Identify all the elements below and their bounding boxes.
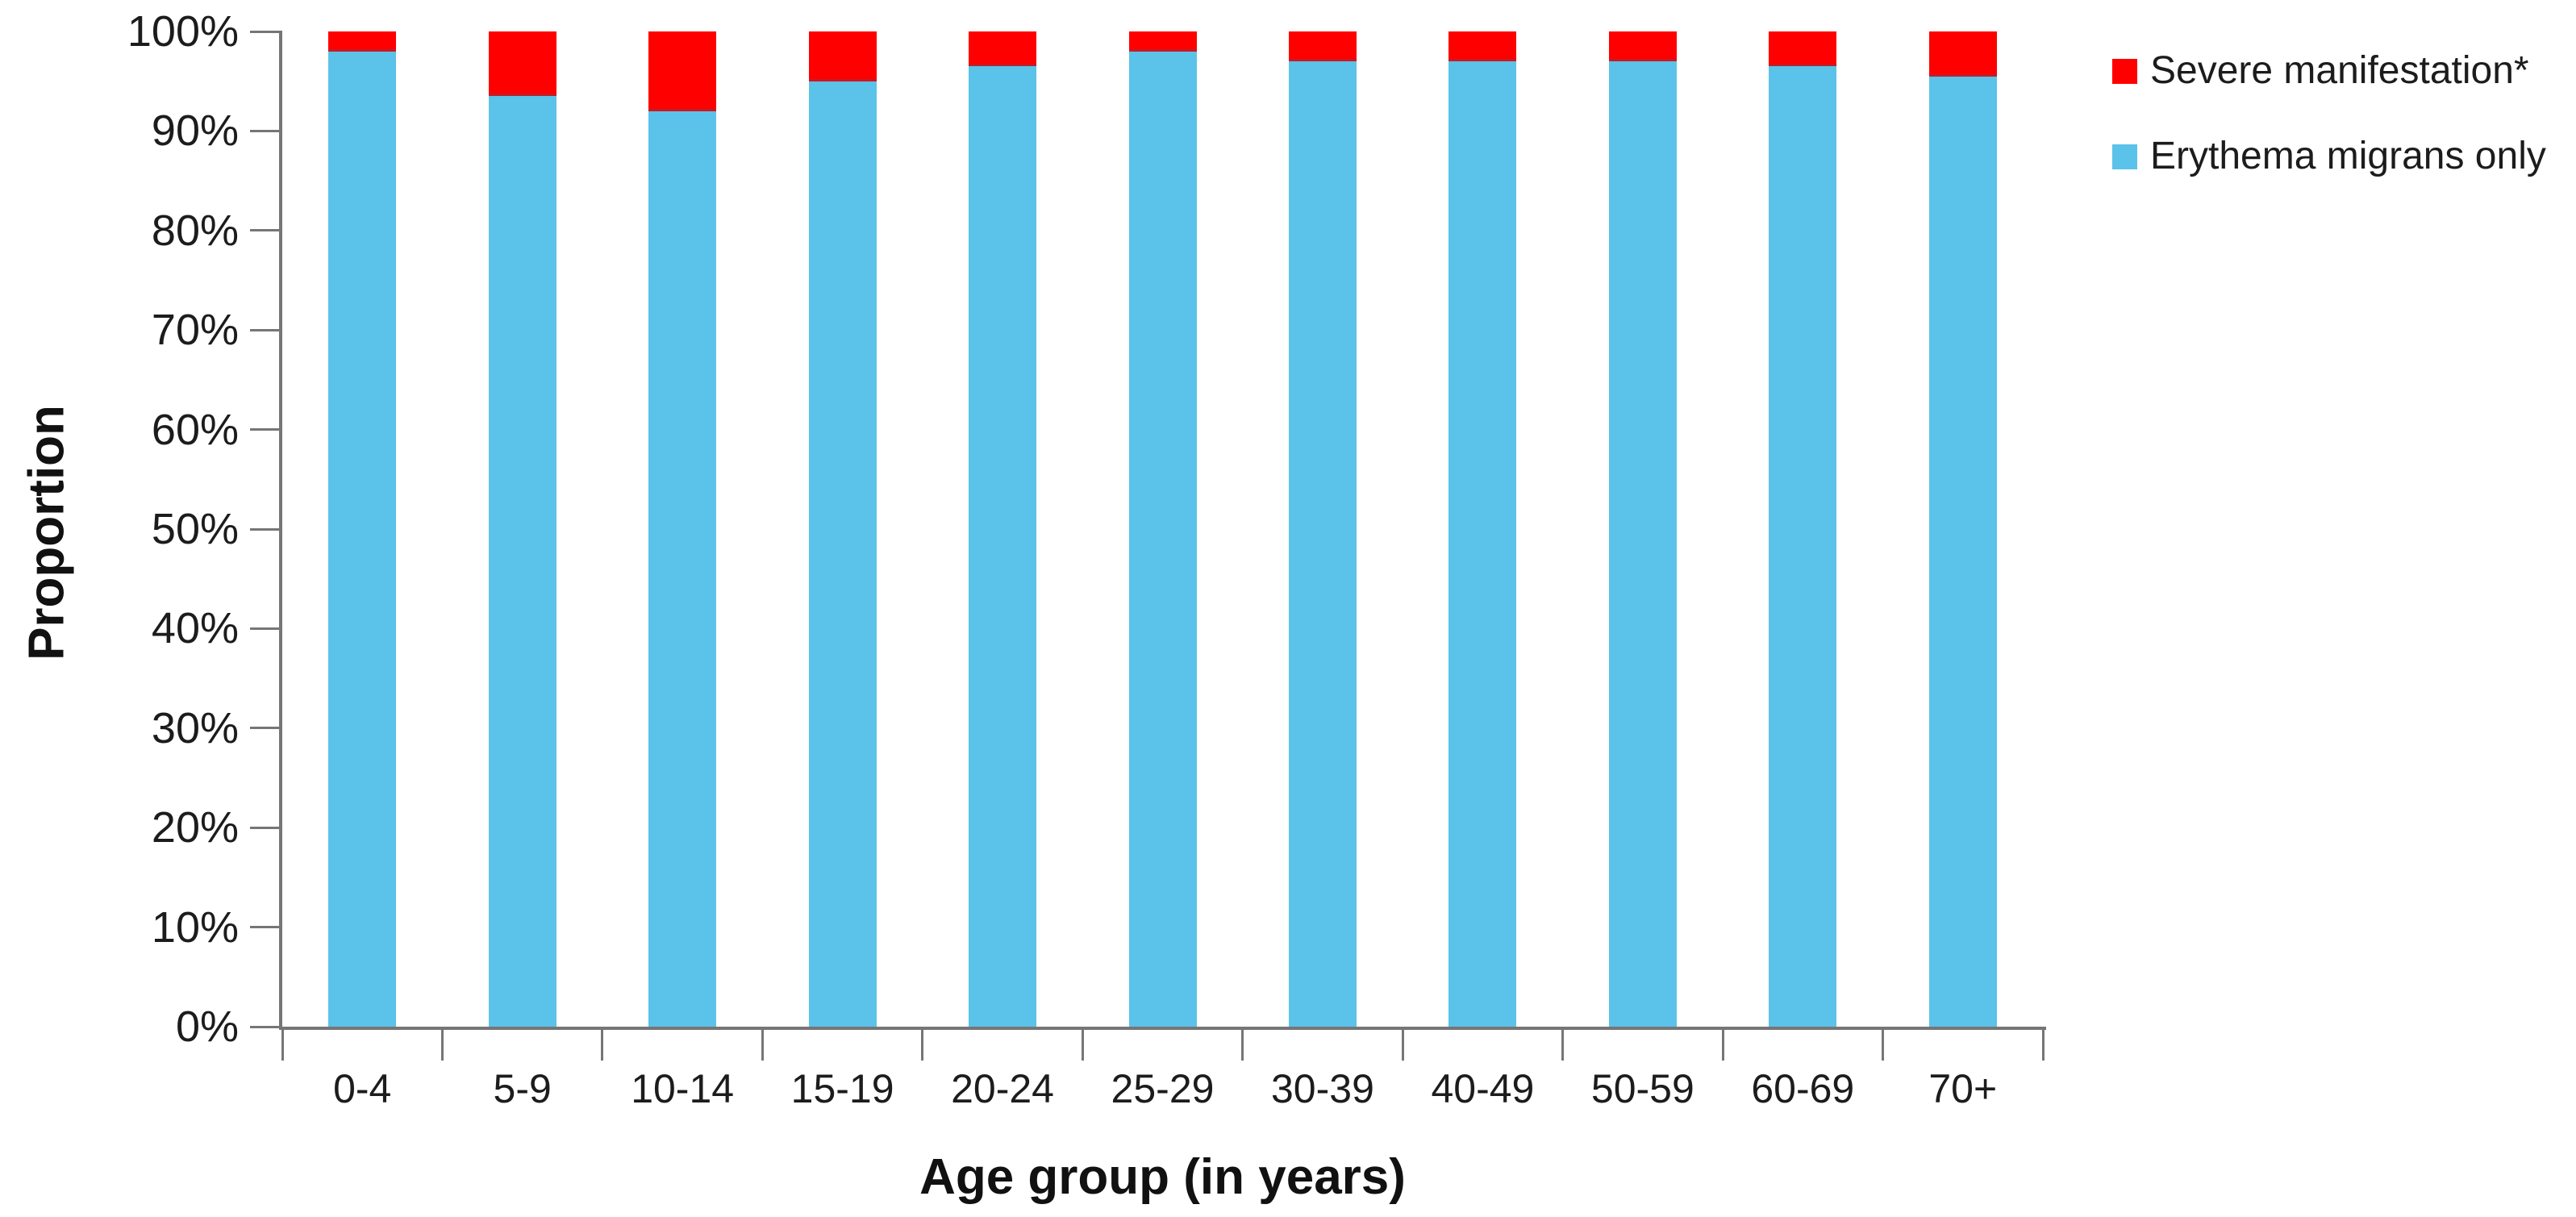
y-axis-tick	[250, 926, 282, 929]
legend-item-label: Erythema migrans only	[2150, 135, 2546, 177]
bar-segment-erythema	[1128, 51, 1197, 1027]
bar-segment-erythema	[969, 66, 1037, 1027]
x-axis-tick-label: 30-39	[1271, 1066, 1374, 1111]
y-axis-tick	[250, 727, 282, 730]
x-axis-tick-label: 70+	[1928, 1066, 1998, 1111]
x-axis-tick	[921, 1030, 924, 1061]
stacked-bar	[1769, 31, 1837, 1027]
x-axis-tick	[1561, 1030, 1565, 1061]
bar-segment-erythema	[1769, 66, 1837, 1027]
x-axis-tick-label: 15-19	[790, 1066, 894, 1111]
x-axis-tick-label: 25-29	[1111, 1066, 1215, 1111]
bar-segment-severe	[328, 31, 397, 52]
x-axis-tick-label: 5-9	[493, 1066, 552, 1111]
y-axis-tick-label: 0%	[175, 1002, 239, 1051]
bar-segment-severe	[1608, 31, 1677, 62]
legend-item: Severe manifestation*	[2112, 50, 2546, 92]
y-axis-tick	[250, 627, 282, 630]
stacked-bar	[328, 31, 397, 1027]
x-axis-tick-label: 0-4	[333, 1066, 392, 1111]
x-axis-tick	[601, 1030, 604, 1061]
plot-area	[282, 31, 2043, 1027]
y-axis-tick-label: 60%	[151, 405, 239, 454]
y-axis-tick-label: 10%	[151, 902, 239, 952]
stacked-bar	[1928, 31, 1997, 1027]
x-axis-tick-label: 20-24	[951, 1066, 1054, 1111]
y-axis-tick-label: 70%	[151, 306, 239, 355]
bar-segment-erythema	[488, 96, 556, 1027]
bar-segment-severe	[1448, 31, 1517, 62]
bar-segment-severe	[1769, 31, 1837, 67]
x-axis-tick-label: 10-14	[631, 1066, 735, 1111]
x-axis-tick	[1401, 1030, 1404, 1061]
bar-segment-severe	[1128, 31, 1197, 52]
y-axis-tick-label: 30%	[151, 703, 239, 752]
stacked-bar	[969, 31, 1037, 1027]
bar-segment-severe	[1928, 31, 1997, 77]
y-axis-tick	[250, 826, 282, 829]
x-axis-tick-label: 40-49	[1431, 1066, 1535, 1111]
bar-segment-erythema	[648, 110, 717, 1027]
stacked-bar	[488, 31, 556, 1027]
y-axis-tick-label: 40%	[151, 604, 239, 653]
y-axis-tick	[250, 1025, 282, 1028]
x-axis-tick-label: 60-69	[1751, 1066, 1855, 1111]
bar-segment-erythema	[328, 51, 397, 1027]
stacked-bar	[1608, 31, 1677, 1027]
bar-segment-severe	[648, 31, 717, 111]
y-axis-tick	[250, 328, 282, 331]
x-axis-tick	[1882, 1030, 1885, 1061]
x-axis-tick	[281, 1030, 284, 1061]
x-axis-tick	[1081, 1030, 1084, 1061]
legend-item-label: Severe manifestation*	[2150, 49, 2529, 92]
x-axis-tick	[2041, 1030, 2045, 1061]
stacked-bar	[808, 31, 877, 1027]
bar-segment-erythema	[1448, 61, 1517, 1027]
bar-segment-erythema	[1608, 61, 1677, 1027]
x-axis-line	[279, 1027, 2046, 1030]
x-axis-tick	[761, 1030, 764, 1061]
stacked-bar	[1288, 31, 1357, 1027]
legend: Severe manifestation* Erythema migrans on…	[2112, 50, 2546, 221]
x-axis-tick	[440, 1030, 444, 1061]
legend-item: Erythema migrans only	[2112, 135, 2546, 177]
y-axis-tick-label: 100%	[127, 7, 239, 56]
x-axis-title: Age group (in years)	[919, 1149, 1406, 1205]
y-axis-tick-label: 20%	[151, 803, 239, 852]
stacked-bar	[1448, 31, 1517, 1027]
bar-segment-severe	[969, 31, 1037, 67]
x-axis-tick-label: 50-59	[1590, 1066, 1694, 1111]
bar-segment-severe	[808, 31, 877, 81]
stacked-bar	[1128, 31, 1197, 1027]
y-axis-tick	[250, 527, 282, 531]
y-axis-tick	[250, 129, 282, 132]
y-axis-tick-label: 90%	[151, 106, 239, 156]
stacked-bar	[648, 31, 717, 1027]
x-axis-tick	[1721, 1030, 1724, 1061]
y-axis-tick-label: 50%	[151, 505, 239, 553]
y-axis-line	[279, 31, 282, 1030]
y-axis-tick	[250, 229, 282, 232]
bar-segment-severe	[488, 31, 556, 97]
y-axis-tick	[250, 428, 282, 431]
bar-segment-erythema	[808, 81, 877, 1027]
legend-swatch-severe	[2112, 58, 2137, 84]
legend-swatch-erythema	[2112, 144, 2137, 169]
bar-segment-erythema	[1928, 76, 1997, 1027]
x-axis-tick	[1241, 1030, 1244, 1061]
bar-segment-severe	[1288, 31, 1357, 62]
y-axis-tick-label: 80%	[151, 206, 239, 255]
y-axis-tick	[250, 30, 282, 33]
bar-segment-erythema	[1288, 61, 1357, 1027]
